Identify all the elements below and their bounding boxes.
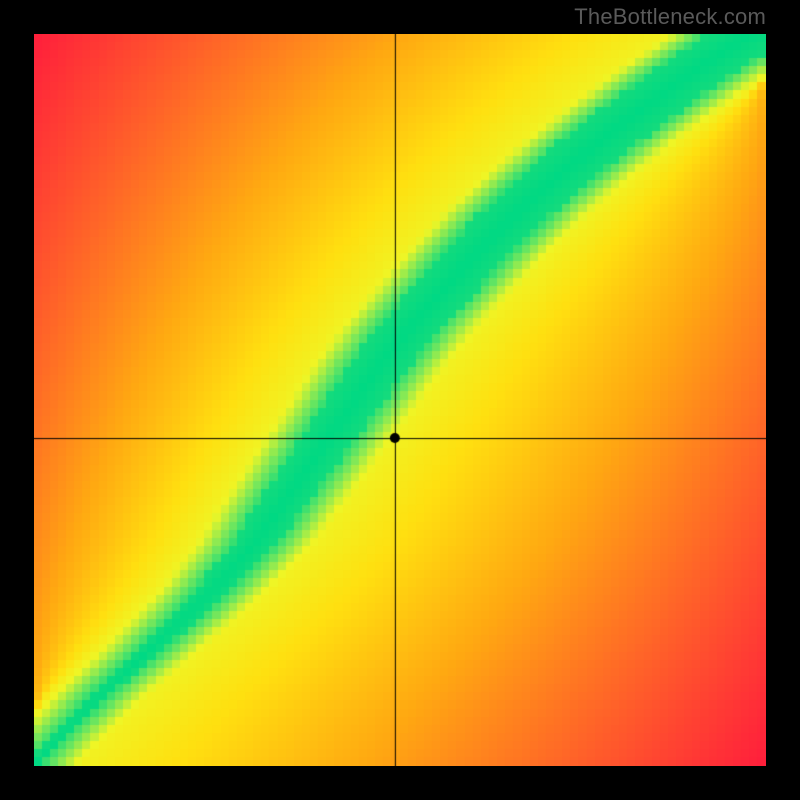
bottleneck-heatmap (34, 34, 766, 766)
chart-container: TheBottleneck.com (0, 0, 800, 800)
watermark-text: TheBottleneck.com (574, 4, 766, 30)
